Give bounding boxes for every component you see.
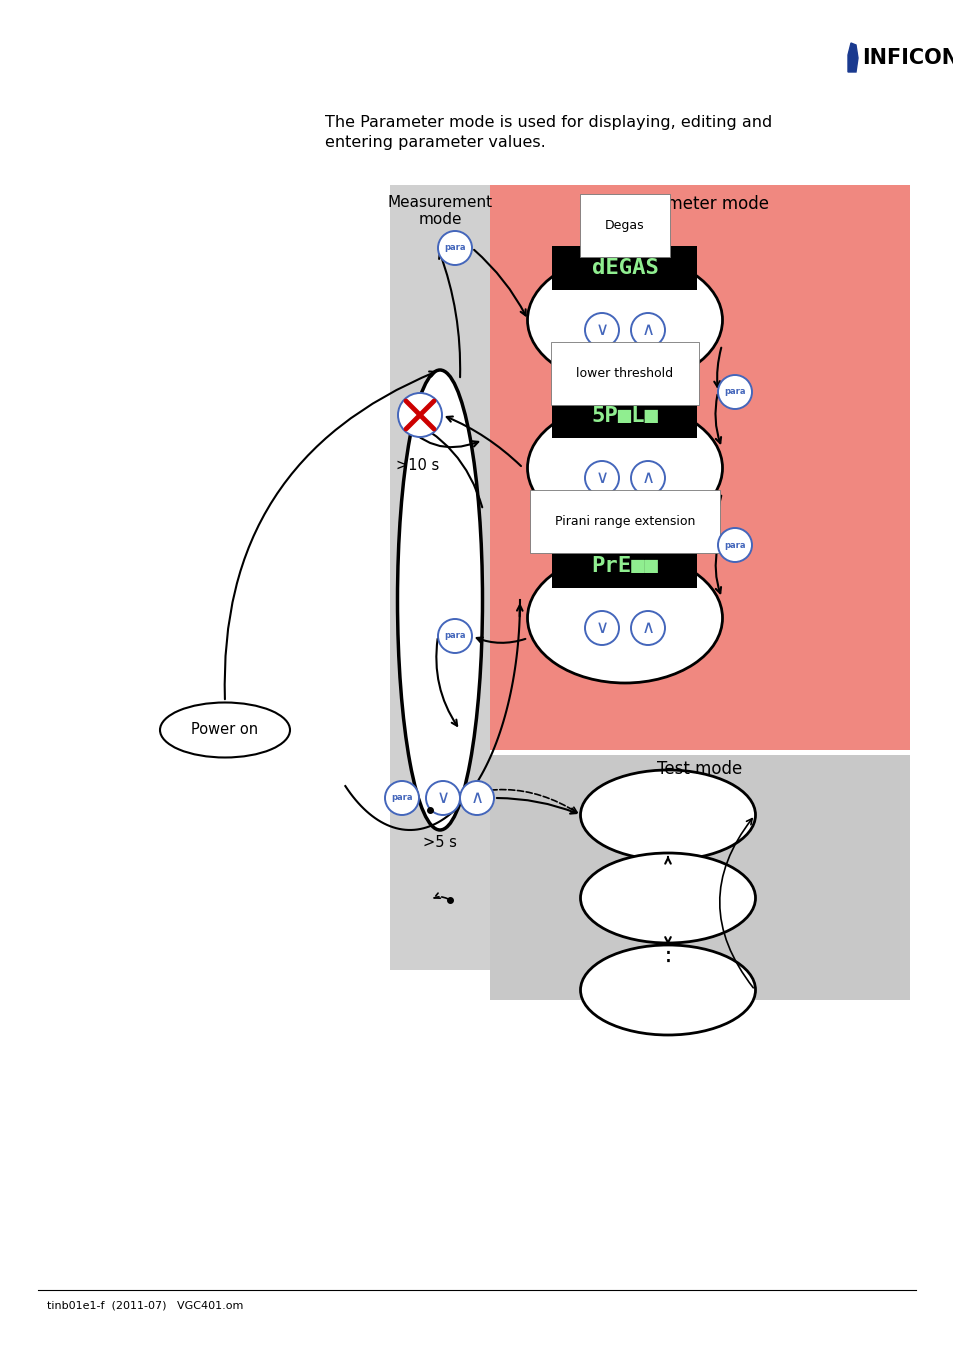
Circle shape bbox=[437, 619, 472, 653]
Circle shape bbox=[584, 313, 618, 347]
Bar bbox=[490, 185, 909, 750]
Ellipse shape bbox=[579, 946, 755, 1035]
Text: Power on: Power on bbox=[192, 723, 258, 738]
Text: ∧: ∧ bbox=[640, 321, 654, 339]
Bar bbox=[390, 185, 490, 970]
Ellipse shape bbox=[527, 553, 721, 683]
Text: dEGAS: dEGAS bbox=[591, 258, 658, 278]
Text: INFICON: INFICON bbox=[862, 49, 953, 67]
Circle shape bbox=[718, 527, 751, 563]
Ellipse shape bbox=[527, 403, 721, 533]
Ellipse shape bbox=[397, 370, 482, 830]
Text: ∧: ∧ bbox=[470, 789, 483, 807]
Text: Test mode: Test mode bbox=[657, 759, 741, 778]
Circle shape bbox=[630, 461, 664, 495]
Text: para: para bbox=[444, 244, 465, 252]
Text: >5 s: >5 s bbox=[422, 835, 456, 850]
Text: para: para bbox=[391, 793, 413, 803]
Text: ∨: ∨ bbox=[436, 789, 449, 807]
Text: para: para bbox=[723, 541, 745, 549]
Text: ∨: ∨ bbox=[595, 619, 608, 637]
Text: ⋮: ⋮ bbox=[612, 533, 637, 557]
Ellipse shape bbox=[160, 703, 290, 758]
Text: Parameter mode: Parameter mode bbox=[630, 196, 769, 213]
Text: ∨: ∨ bbox=[595, 469, 608, 487]
Bar bbox=[490, 755, 909, 1000]
Polygon shape bbox=[847, 43, 857, 71]
Bar bbox=[552, 246, 697, 290]
Text: ∧: ∧ bbox=[640, 619, 654, 637]
Text: Pirani range extension: Pirani range extension bbox=[555, 515, 695, 527]
Circle shape bbox=[385, 781, 418, 815]
Text: para: para bbox=[723, 387, 745, 397]
Circle shape bbox=[584, 461, 618, 495]
Circle shape bbox=[397, 393, 441, 437]
Bar bbox=[552, 394, 697, 438]
Text: lower threshold: lower threshold bbox=[576, 367, 673, 380]
Text: PrE■■: PrE■■ bbox=[591, 556, 658, 576]
Ellipse shape bbox=[527, 255, 721, 384]
Text: The Parameter mode is used for displaying, editing and
entering parameter values: The Parameter mode is used for displayin… bbox=[325, 115, 771, 150]
Text: tinb01e1-f  (2011-07)   VGC401.om: tinb01e1-f (2011-07) VGC401.om bbox=[47, 1300, 243, 1310]
Text: ∨: ∨ bbox=[595, 321, 608, 339]
Circle shape bbox=[630, 611, 664, 645]
Circle shape bbox=[630, 313, 664, 347]
Circle shape bbox=[459, 781, 494, 815]
Text: Measurement
mode: Measurement mode bbox=[387, 196, 492, 228]
Circle shape bbox=[437, 231, 472, 264]
Text: ⋮: ⋮ bbox=[655, 942, 679, 965]
Ellipse shape bbox=[579, 770, 755, 861]
Circle shape bbox=[426, 781, 459, 815]
Circle shape bbox=[584, 611, 618, 645]
Bar bbox=[552, 544, 697, 588]
Text: Degas: Degas bbox=[604, 219, 644, 232]
Circle shape bbox=[718, 375, 751, 409]
Text: >10 s: >10 s bbox=[395, 459, 439, 473]
Text: ∧: ∧ bbox=[640, 469, 654, 487]
Ellipse shape bbox=[579, 853, 755, 943]
Text: para: para bbox=[444, 631, 465, 641]
Text: 5P■L■: 5P■L■ bbox=[591, 406, 658, 426]
